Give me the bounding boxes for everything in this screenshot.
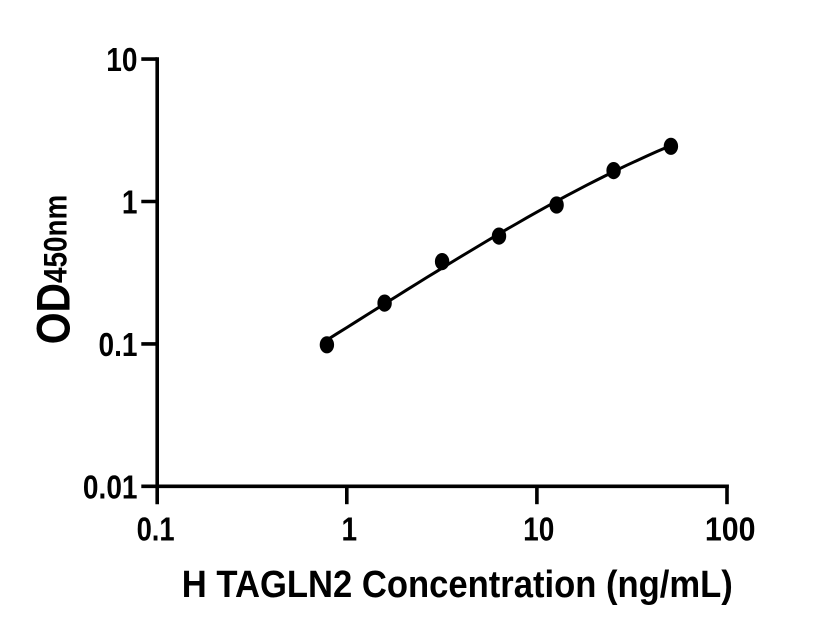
svg-text:10: 10 <box>523 511 554 548</box>
svg-text:H TAGLN2 Concentration (ng/mL): H TAGLN2 Concentration (ng/mL) <box>182 563 733 606</box>
svg-text:0.1: 0.1 <box>99 327 138 364</box>
svg-text:0.01: 0.01 <box>83 469 138 506</box>
svg-text:1: 1 <box>342 511 358 548</box>
svg-text:0.1: 0.1 <box>137 512 175 548</box>
svg-text:OD450nm: OD450nm <box>28 195 80 345</box>
svg-text:10: 10 <box>106 42 137 79</box>
svg-text:1: 1 <box>122 184 138 221</box>
svg-text:100: 100 <box>705 510 756 547</box>
